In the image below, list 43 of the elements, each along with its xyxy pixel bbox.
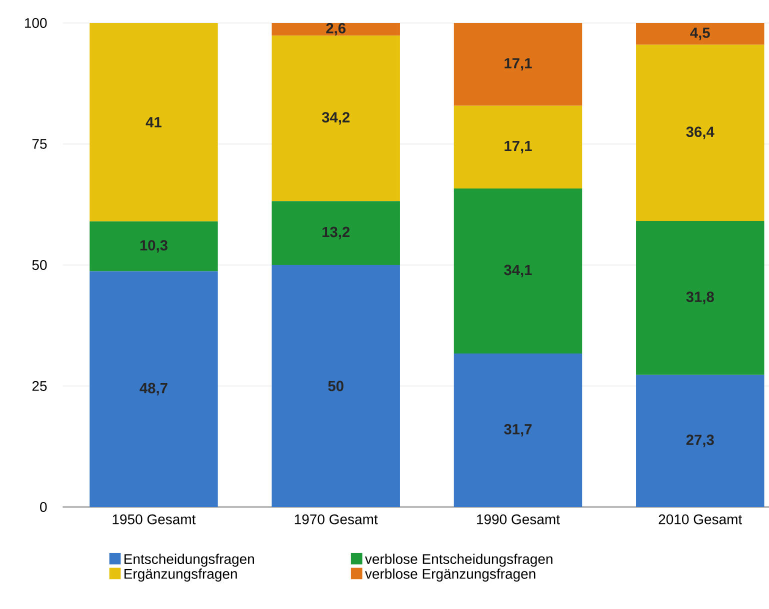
data-label: 31,7 [504, 424, 532, 437]
x-tick-label: 1970 Gesamt [294, 514, 378, 524]
data-label: 34,1 [504, 264, 532, 278]
y-tick-label: 25 [32, 381, 47, 391]
bar [272, 264, 400, 507]
data-label: 48,7 [140, 382, 168, 396]
bar [90, 221, 218, 272]
bar [90, 22, 218, 222]
bar [636, 22, 764, 45]
data-label: 10,3 [140, 240, 168, 253]
x-tick-label: 1990 Gesamt [477, 514, 560, 524]
bar [454, 354, 582, 507]
legend-label: Entscheidungsfragen [124, 554, 254, 567]
data-label: 4,5 [690, 28, 710, 40]
x-tick-label: 2010 Gesamt [658, 514, 742, 524]
bar [454, 22, 582, 106]
legend-label: verblose Ergänzungsfragen [365, 568, 536, 582]
data-label: 41 [146, 117, 162, 128]
bar [454, 188, 582, 354]
data-label: 34,2 [322, 112, 350, 125]
data-label: 31,8 [686, 292, 714, 304]
bar [272, 201, 400, 265]
y-tick-label: 0 [40, 502, 47, 512]
y-tick-label: 100 [25, 18, 47, 28]
x-tick-label: 1950 Gesamt [112, 514, 196, 524]
data-label: 17,1 [504, 140, 532, 154]
data-label: 17,1 [504, 58, 532, 71]
bar [454, 106, 582, 189]
bar [90, 271, 218, 507]
data-label: 27,3 [686, 434, 714, 448]
bar [636, 44, 764, 221]
bar [272, 22, 400, 36]
y-tick-label: 50 [32, 260, 47, 270]
data-label: 2,6 [326, 23, 346, 36]
legend-label: verblose Entscheidungsfragen [365, 554, 552, 567]
legend-label: Ergänzungsfragen [124, 568, 237, 582]
y-tick-label: 75 [32, 139, 47, 149]
data-label: 36,4 [686, 126, 714, 140]
data-label: 50 [328, 380, 344, 392]
bar [636, 374, 764, 507]
bar [272, 36, 400, 202]
bar [636, 220, 764, 375]
data-label: 13,2 [322, 226, 350, 240]
